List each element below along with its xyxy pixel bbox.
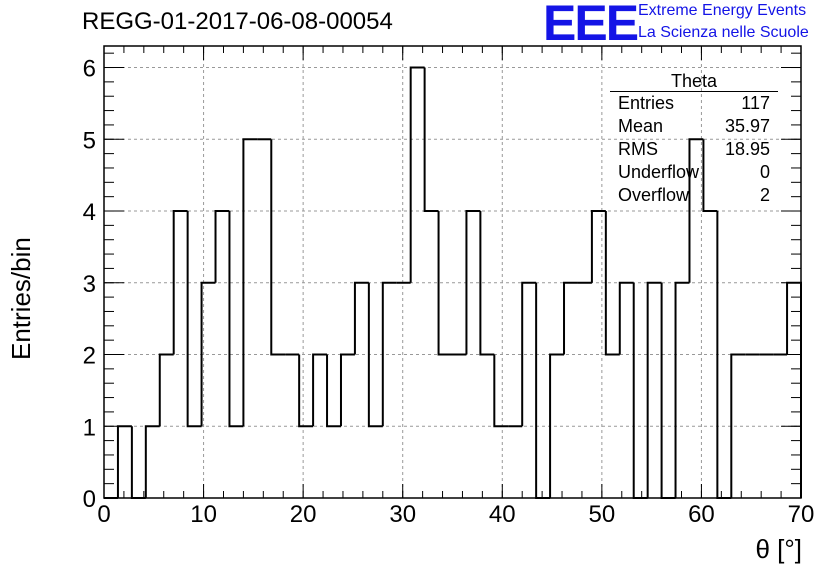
histogram-bin bbox=[535, 282, 551, 499]
histogram-bin bbox=[214, 210, 230, 283]
stats-row-underflow: Underflow 0 bbox=[618, 162, 770, 182]
x-axis-label: θ [°] bbox=[755, 534, 802, 564]
y-tick-label: 4 bbox=[83, 199, 96, 226]
histogram-bin bbox=[730, 353, 746, 498]
histogram-bin bbox=[632, 282, 648, 499]
histogram-bin bbox=[618, 281, 634, 355]
histogram-bin bbox=[786, 281, 802, 498]
histogram-bin bbox=[381, 281, 397, 427]
chart-title: REGG-01-2017-06-08-00054 bbox=[82, 8, 393, 35]
logo-line-1: Extreme Energy Events bbox=[638, 2, 807, 19]
x-tick-label: 20 bbox=[290, 501, 317, 528]
histogram-bin bbox=[674, 281, 690, 498]
y-tick-label: 5 bbox=[83, 127, 96, 154]
histogram-bin bbox=[242, 138, 258, 427]
histogram-bin bbox=[367, 282, 383, 428]
histogram-bin bbox=[326, 354, 341, 428]
histogram-bin bbox=[646, 281, 662, 498]
stats-row-overflow: Overflow 2 bbox=[618, 185, 770, 205]
x-tick-label: 50 bbox=[589, 501, 616, 528]
stats-box: Theta Entries 117 Mean 35.97 RMS 18.95 Unde… bbox=[610, 72, 778, 207]
histogram-bin bbox=[660, 282, 676, 499]
histogram-bin bbox=[228, 211, 244, 428]
y-tick-label: 3 bbox=[83, 271, 96, 298]
x-tick-label: 40 bbox=[489, 501, 516, 528]
stats-row-rms: RMS 18.95 bbox=[618, 139, 770, 159]
histogram-bin bbox=[493, 354, 509, 428]
tick-labels: 0 10 20 30 40 50 60 70 0 1 2 3 4 5 6 bbox=[83, 56, 815, 528]
histogram-bin bbox=[604, 211, 620, 356]
histogram-bin bbox=[409, 66, 425, 283]
y-tick-label: 0 bbox=[83, 486, 96, 513]
histogram-bin bbox=[130, 426, 146, 499]
histogram-bin bbox=[563, 281, 578, 355]
stats-row-mean: Mean 35.97 bbox=[618, 116, 770, 136]
histogram-bin bbox=[186, 211, 202, 428]
histogram-bin bbox=[590, 210, 606, 283]
stats-row-entries: Entries 117 bbox=[618, 93, 770, 113]
histogram-bin bbox=[688, 138, 704, 283]
y-tick-label: 2 bbox=[83, 343, 96, 370]
x-tick-label: 0 bbox=[97, 501, 110, 528]
histogram-bin bbox=[200, 281, 216, 427]
histogram-bin bbox=[423, 67, 439, 213]
plot-frame bbox=[103, 45, 802, 499]
x-tick-label: 30 bbox=[389, 501, 416, 528]
histogram-bin bbox=[298, 354, 314, 428]
histogram-bin bbox=[270, 139, 286, 356]
y-axis-label: Entries/bin bbox=[6, 237, 36, 360]
y-tick-label: 1 bbox=[83, 414, 96, 441]
histogram-bin bbox=[312, 353, 328, 427]
histogram-bin bbox=[702, 139, 718, 213]
histogram-bin bbox=[479, 211, 495, 356]
histogram-bin bbox=[437, 211, 453, 356]
histogram-bin bbox=[158, 353, 174, 427]
histogram-bin bbox=[144, 425, 160, 498]
histogram-bin bbox=[465, 210, 481, 355]
histogram-bin bbox=[116, 425, 132, 498]
histogram-bin bbox=[339, 353, 355, 427]
y-tick-label: 6 bbox=[83, 56, 96, 83]
stats-box-title: Theta bbox=[610, 72, 778, 92]
logo-line-2: La Scienza nelle Scuole bbox=[638, 24, 809, 41]
histogram-bin bbox=[172, 210, 188, 355]
x-tick-label: 10 bbox=[190, 501, 217, 528]
histogram-bin bbox=[549, 353, 565, 498]
axis-ticks bbox=[103, 46, 802, 499]
histogram-bin bbox=[353, 281, 369, 355]
eee-logo: EEE bbox=[543, 0, 639, 51]
histogram-bin bbox=[521, 281, 537, 427]
x-tick-label: 70 bbox=[788, 501, 815, 528]
x-tick-label: 60 bbox=[688, 501, 715, 528]
